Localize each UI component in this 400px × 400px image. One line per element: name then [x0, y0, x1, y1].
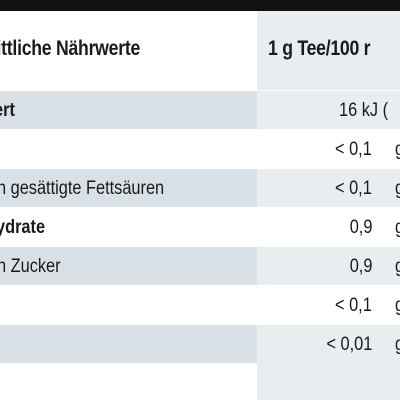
row-unit-carbohydrates: g [395, 217, 400, 239]
row-value-protein: < 0,1 [335, 295, 372, 316]
row-value-saturated-fat: < 0,1 [335, 178, 372, 199]
row-unit-salt: g [395, 334, 400, 356]
header-nutrients-label: nittliche Nährwerte [0, 37, 141, 60]
row-value-energy: 16 kJ ( [339, 100, 389, 121]
table-row-carbohydrates: ydrate 0,9 g [0, 207, 400, 246]
row-value-carbohydrates: 0,9 [349, 217, 372, 238]
row-value-sugars: 0,9 [349, 256, 372, 277]
table-row-saturated-fat: n gesättigte Fettsäuren < 0,1 g [0, 168, 400, 207]
row-unit-protein: g [395, 295, 400, 317]
row-label-carbohydrates: ydrate [0, 217, 46, 238]
header-cell-per-amount: 1 g Tee/100 r [257, 11, 400, 90]
table-row-sugars: n Zucker 0,9 g [0, 246, 400, 285]
table-row-protein: < 0,1 g [0, 285, 400, 324]
row-value-salt: < 0,01 [326, 334, 372, 355]
table-header-row: nittliche Nährwerte 1 g Tee/100 r [0, 11, 400, 90]
row-unit-fat: g [395, 139, 400, 161]
row-value-fat: < 0,1 [335, 139, 372, 160]
table-top-border [0, 0, 400, 11]
table-body: ert 16 kJ ( < 0,1 g n gesättigte Fettsäu… [0, 90, 400, 363]
row-label-energy: ert [0, 100, 15, 121]
row-unit-saturated-fat: g [395, 178, 400, 200]
row-label-sugars: n Zucker [0, 256, 61, 277]
table-row-energy: ert 16 kJ ( [0, 90, 400, 129]
header-per-amount-label: 1 g Tee/100 r [268, 37, 371, 60]
table-row-fat: < 0,1 g [0, 129, 400, 168]
table-row-footer [0, 363, 400, 400]
header-cell-nutrients: nittliche Nährwerte [0, 11, 257, 90]
table-row-salt: < 0,01 g [0, 324, 400, 363]
row-unit-sugars: g [395, 256, 400, 278]
row-label-saturated-fat: n gesättigte Fettsäuren [0, 178, 165, 199]
